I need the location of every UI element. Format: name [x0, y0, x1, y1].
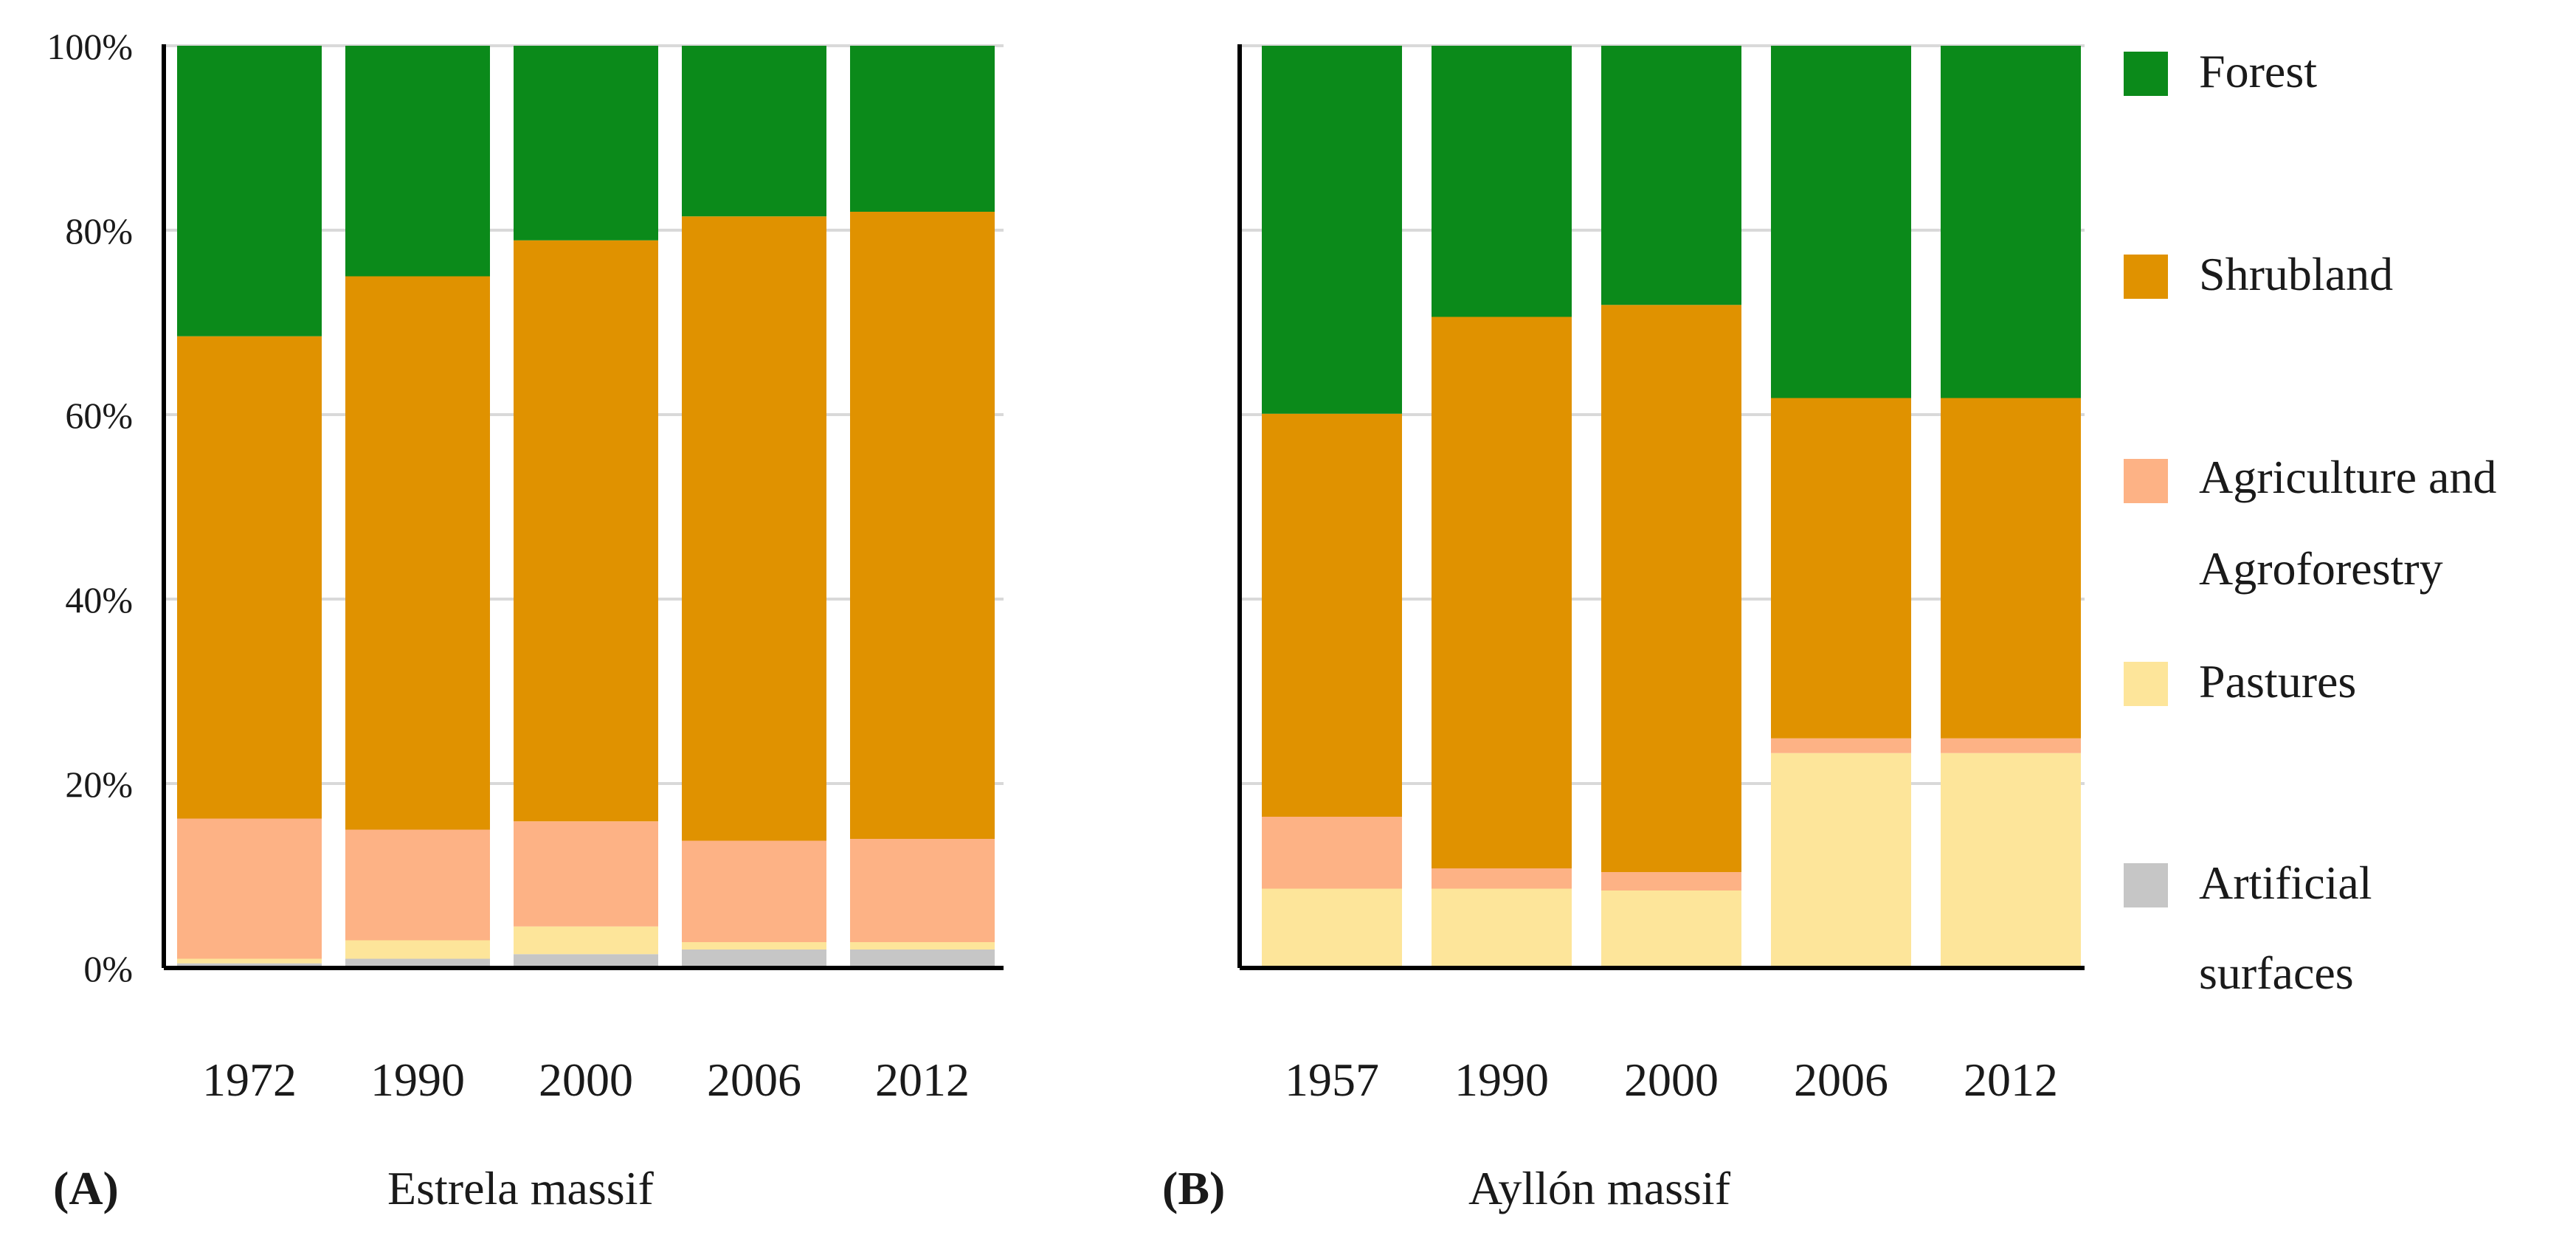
bar-segment-forest-1990	[1432, 46, 1572, 317]
bar-segment-artificial-surfaces-2012	[850, 950, 995, 968]
bar-segment-pastures-2000	[514, 926, 658, 955]
x-tick-label: 2000	[539, 1054, 633, 1106]
bar-segment-pastures-1957	[1262, 888, 1402, 968]
y-tick-label: 60%	[65, 395, 133, 436]
x-tick-label: 2012	[875, 1054, 970, 1106]
bar-segment-agriculture-and-agroforestry-2000	[1601, 872, 1741, 891]
bar-segment-forest-2000	[1601, 46, 1741, 305]
legend-swatch-forest	[2124, 52, 2168, 96]
ayllon-massif-chart: 1957 1990 2000 2006 2012	[1237, 44, 2085, 1106]
bar-segment-forest-1957	[1262, 46, 1402, 414]
panel-a-title: Estrela massif	[387, 1162, 654, 1214]
y-tick-label: 0%	[83, 948, 133, 989]
bar-segment-agriculture-and-agroforestry-2006	[1771, 738, 1911, 753]
legend-swatch-pastures	[2124, 662, 2168, 706]
panel-a-label: (A)	[53, 1162, 119, 1214]
y-tick-label: 40%	[65, 579, 133, 620]
bar-segment-agriculture-and-agroforestry-1957	[1262, 817, 1402, 889]
legend-label: Agriculture and	[2199, 451, 2496, 503]
bar-segment-pastures-2012	[850, 942, 995, 950]
bar-segment-pastures-1990	[1432, 888, 1572, 968]
bar-segment-shrubland-1972	[177, 336, 322, 819]
legend-swatch-agriculture-and-agroforestry	[2124, 459, 2168, 503]
x-tick-label: 1972	[202, 1054, 297, 1106]
bar-segment-pastures-2000	[1601, 891, 1741, 968]
estrela-massif-chart: 1972 1990 2000 2006 2012 0% 20% 40% 60% 80% 100%	[46, 26, 1004, 1106]
x-tick-label: 2000	[1624, 1054, 1719, 1106]
bar-segment-forest-2000	[514, 46, 658, 241]
bar-segment-shrubland-1957	[1262, 413, 1402, 817]
legend: Forest Shrubland Agriculture and Agroforest…	[2124, 45, 2496, 999]
legend-label: Shrubland	[2199, 248, 2393, 300]
bar-segment-shrubland-2012	[1941, 398, 2081, 739]
bar-segment-agriculture-and-agroforestry-1972	[177, 818, 322, 959]
legend-swatch-artificial-surfaces	[2124, 863, 2168, 907]
bar-segment-agriculture-and-agroforestry-2006	[682, 840, 826, 942]
bar-segment-artificial-surfaces-2000	[514, 954, 658, 968]
bar-segment-shrubland-2000	[1601, 305, 1741, 872]
bar-segment-artificial-surfaces-1972	[177, 963, 322, 968]
x-tick-label: 2006	[1794, 1054, 1888, 1106]
bar-segment-artificial-surfaces-2006	[682, 950, 826, 968]
bar-segment-shrubland-1990	[1432, 317, 1572, 868]
legend-label: Pastures	[2199, 655, 2356, 708]
bar-segment-shrubland-2012	[850, 212, 995, 839]
bar-segment-forest-1990	[345, 46, 490, 277]
x-tick-label: 1990	[1454, 1054, 1549, 1106]
bar-segment-pastures-2006	[682, 942, 826, 950]
bar-segment-pastures-2006	[1771, 753, 1911, 968]
bar-segment-forest-2012	[850, 46, 995, 212]
panel-b-label: (B)	[1162, 1162, 1225, 1214]
legend-label: Agroforestry	[2199, 542, 2443, 595]
x-tick-label: 2006	[707, 1054, 801, 1106]
bar-segment-shrubland-2006	[1771, 398, 1911, 739]
bar-segment-pastures-2012	[1941, 753, 2081, 968]
y-tick-label: 80%	[65, 210, 133, 252]
bar-segment-agriculture-and-agroforestry-2012	[1941, 738, 2081, 753]
bar-segment-agriculture-and-agroforestry-2012	[850, 839, 995, 942]
x-tick-label: 2012	[1964, 1054, 2058, 1106]
legend-label: Forest	[2199, 45, 2317, 97]
y-tick-label: 100%	[46, 26, 133, 67]
bar-segment-pastures-1972	[177, 958, 322, 964]
bar-segment-artificial-surfaces-1990	[345, 958, 490, 968]
x-tick-label: 1990	[370, 1054, 465, 1106]
legend-label: surfaces	[2199, 947, 2354, 999]
bar-segment-agriculture-and-agroforestry-1990	[1432, 868, 1572, 889]
bar-segment-pastures-1990	[345, 940, 490, 959]
bar-segment-forest-2006	[1771, 46, 1911, 398]
bar-segment-agriculture-and-agroforestry-1990	[345, 829, 490, 941]
bar-segment-agriculture-and-agroforestry-2000	[514, 821, 658, 927]
bar-segment-shrubland-2006	[682, 216, 826, 841]
bar-segment-shrubland-2000	[514, 240, 658, 822]
x-tick-label: 1957	[1285, 1054, 1379, 1106]
panel-b-title: Ayllón massif	[1468, 1162, 1731, 1214]
legend-swatch-shrubland	[2124, 255, 2168, 299]
bar-segment-forest-2006	[682, 46, 826, 217]
legend-label: Artificial	[2199, 857, 2372, 909]
bar-segment-forest-2012	[1941, 46, 2081, 398]
y-tick-label: 20%	[65, 764, 133, 805]
bar-segment-shrubland-1990	[345, 276, 490, 830]
bar-segment-forest-1972	[177, 46, 322, 336]
